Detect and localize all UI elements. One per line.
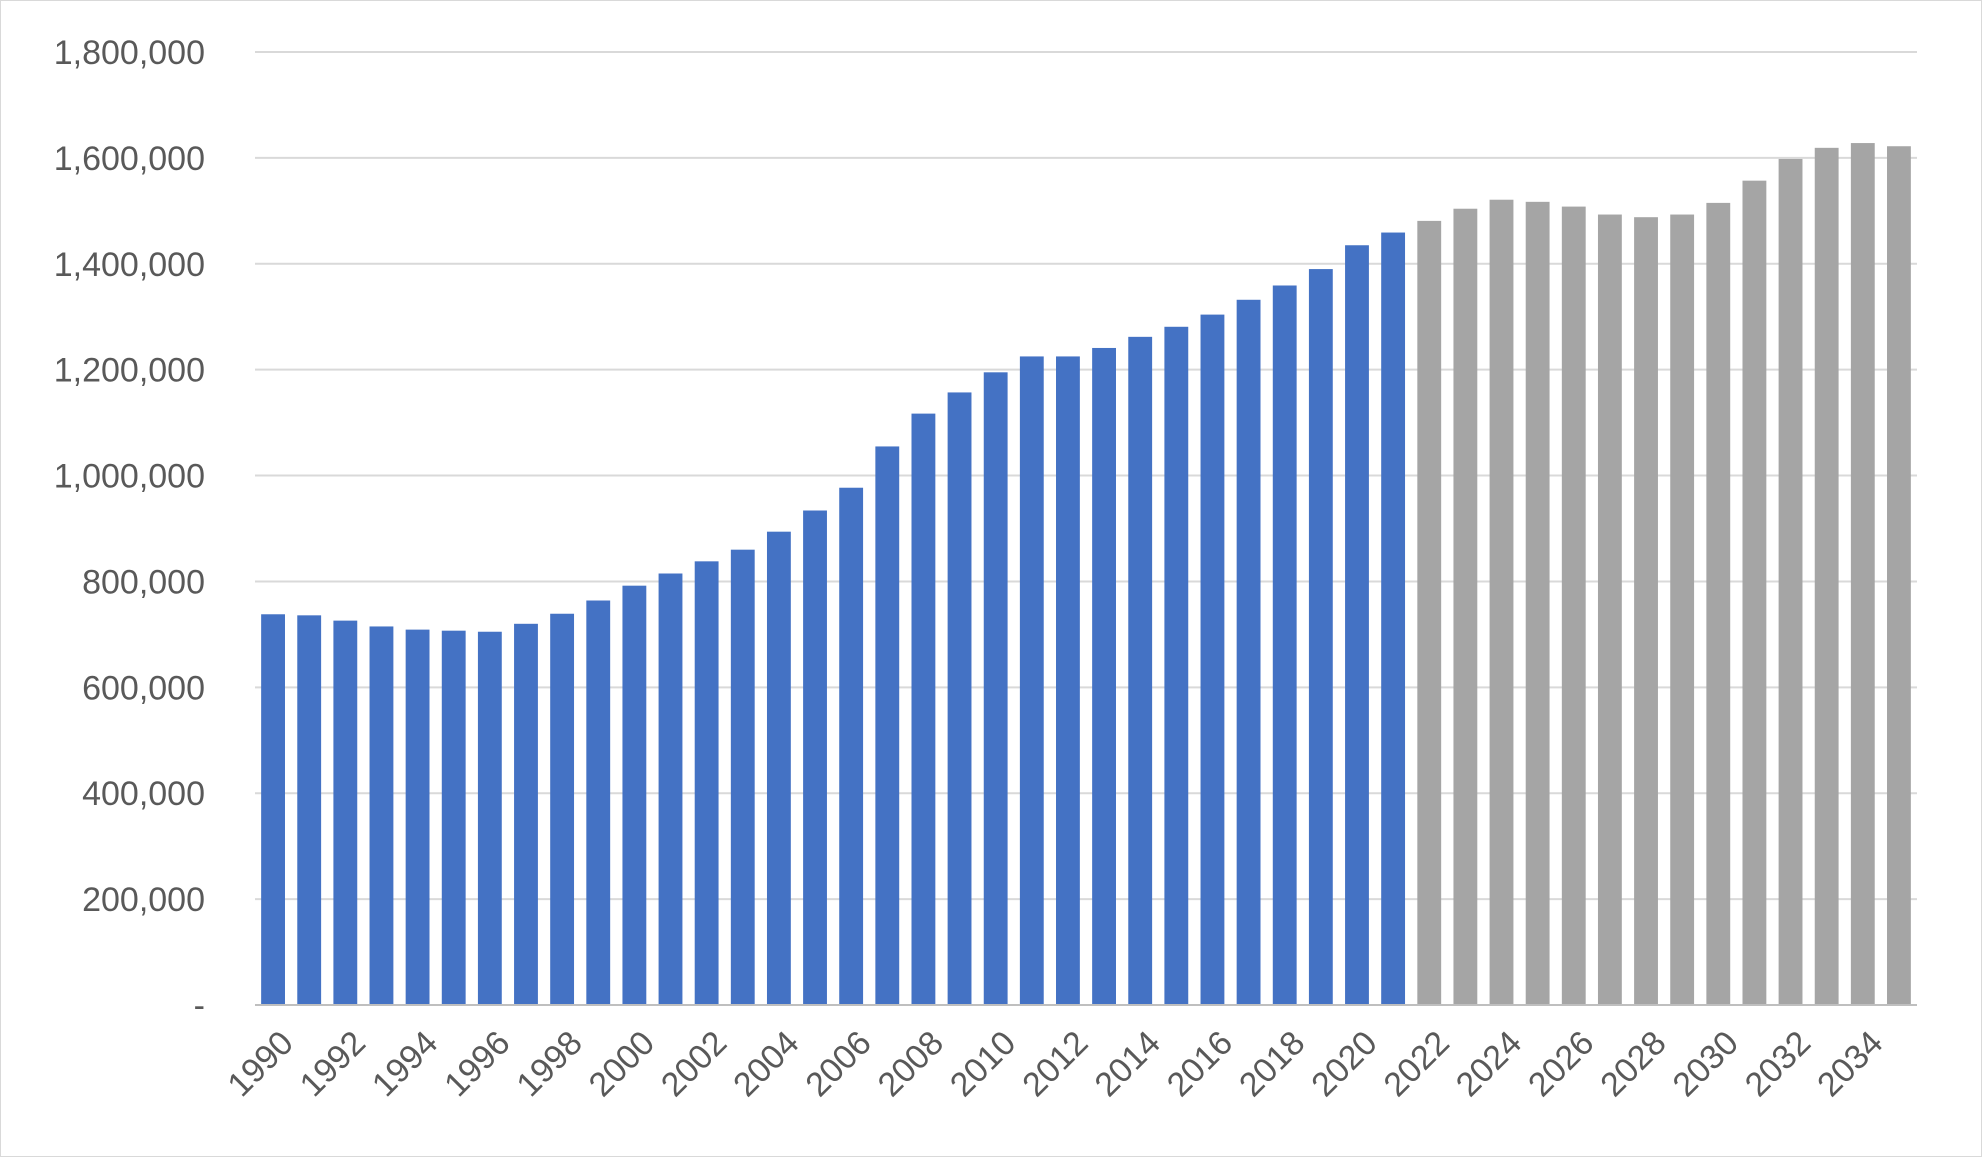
bar-2014 (1128, 336, 1153, 1006)
x-axis-tick-labels: 1990199219941996199820002002200420062008… (220, 1024, 1890, 1104)
bar-2027 (1597, 214, 1622, 1006)
bar-2005 (803, 510, 827, 1005)
y-tick-label: 1,200,000 (54, 352, 205, 390)
y-tick-label: 1,600,000 (54, 140, 205, 178)
bar-2001 (658, 573, 683, 1005)
bar-2007 (875, 446, 900, 1005)
bar-2033 (1814, 147, 1839, 1005)
y-tick-label: 800,000 (82, 563, 205, 601)
x-tick-label: 2010 (943, 1024, 1023, 1104)
bar-2015 (1164, 326, 1189, 1005)
bar-2021 (1381, 232, 1406, 1006)
y-tick-label: 200,000 (82, 881, 205, 919)
bar-2013 (1092, 347, 1116, 1006)
bar-2000 (622, 585, 647, 1005)
bar-2026 (1561, 206, 1586, 1006)
bar-2006 (839, 487, 864, 1006)
x-tick-label: 2032 (1738, 1024, 1818, 1104)
x-tick-label: 2002 (654, 1024, 734, 1104)
bar-2031 (1742, 180, 1767, 1005)
bar-2004 (766, 531, 791, 1005)
bar-2017 (1236, 299, 1261, 1005)
x-tick-label: 2030 (1666, 1024, 1746, 1104)
bar-2030 (1706, 202, 1731, 1005)
y-tick-label: - (194, 987, 205, 1025)
x-tick-label: 1994 (365, 1024, 445, 1104)
x-tick-label: 1992 (293, 1024, 373, 1104)
bar-2029 (1670, 214, 1695, 1006)
bar-1992 (333, 620, 358, 1005)
bar-2023 (1453, 208, 1478, 1006)
bar-1995 (441, 630, 466, 1005)
bar-1999 (586, 600, 611, 1005)
bar-2008 (911, 413, 936, 1005)
bar-2018 (1272, 285, 1297, 1005)
bar-2020 (1345, 245, 1369, 1005)
x-tick-label: 2014 (1087, 1024, 1167, 1104)
bar-2022 (1417, 220, 1442, 1005)
x-tick-label: 2026 (1521, 1024, 1601, 1104)
bar-1991 (297, 615, 322, 1005)
y-tick-label: 400,000 (82, 775, 205, 813)
bar-1996 (477, 631, 502, 1005)
bar-2035 (1887, 146, 1911, 1006)
bar-2003 (730, 549, 755, 1005)
y-tick-label: 600,000 (82, 669, 205, 707)
bar-2002 (694, 561, 719, 1005)
x-tick-label: 1996 (437, 1024, 517, 1104)
gridlines (255, 51, 1917, 901)
x-tick-label: 2000 (582, 1024, 662, 1104)
y-tick-label: 1,800,000 (54, 34, 205, 72)
x-tick-label: 1998 (509, 1024, 589, 1104)
bar-2019 (1308, 269, 1333, 1005)
x-tick-label: 1990 (220, 1024, 300, 1104)
x-tick-label: 2018 (1232, 1024, 1312, 1104)
x-tick-label: 2008 (871, 1024, 951, 1104)
x-tick-label: 2024 (1449, 1024, 1529, 1104)
x-tick-label: 2006 (798, 1024, 878, 1104)
bar-2009 (947, 392, 972, 1005)
bar-1997 (514, 623, 538, 1005)
bar-1998 (550, 613, 575, 1005)
bar-2028 (1634, 217, 1658, 1005)
bar-1994 (405, 629, 430, 1005)
bar-1990 (261, 614, 285, 1005)
bar-2012 (1056, 356, 1080, 1005)
x-tick-label: 2012 (1015, 1024, 1095, 1104)
x-tick-label: 2020 (1304, 1024, 1384, 1104)
y-tick-label: 1,000,000 (54, 458, 205, 496)
x-tick-label: 2016 (1160, 1024, 1240, 1104)
x-tick-label: 2028 (1593, 1024, 1673, 1104)
bars (261, 143, 1911, 1006)
x-tick-label: 2022 (1377, 1024, 1457, 1104)
x-tick-label: 2034 (1810, 1024, 1890, 1104)
y-tick-label: 1,400,000 (54, 246, 205, 284)
x-tick-label: 2004 (726, 1024, 806, 1104)
bar-2032 (1778, 158, 1803, 1005)
y-axis-tick-labels: - 200,000 400,000 600,000 800,000 1,000,000 1,… (54, 34, 205, 1025)
bar-2034 (1850, 143, 1875, 1005)
bar-2011 (1019, 356, 1044, 1005)
bar-2010 (983, 372, 1008, 1005)
bar-2016 (1200, 314, 1225, 1006)
bar-1993 (369, 626, 394, 1005)
bar-2025 (1525, 201, 1550, 1005)
bar-2024 (1489, 199, 1514, 1006)
